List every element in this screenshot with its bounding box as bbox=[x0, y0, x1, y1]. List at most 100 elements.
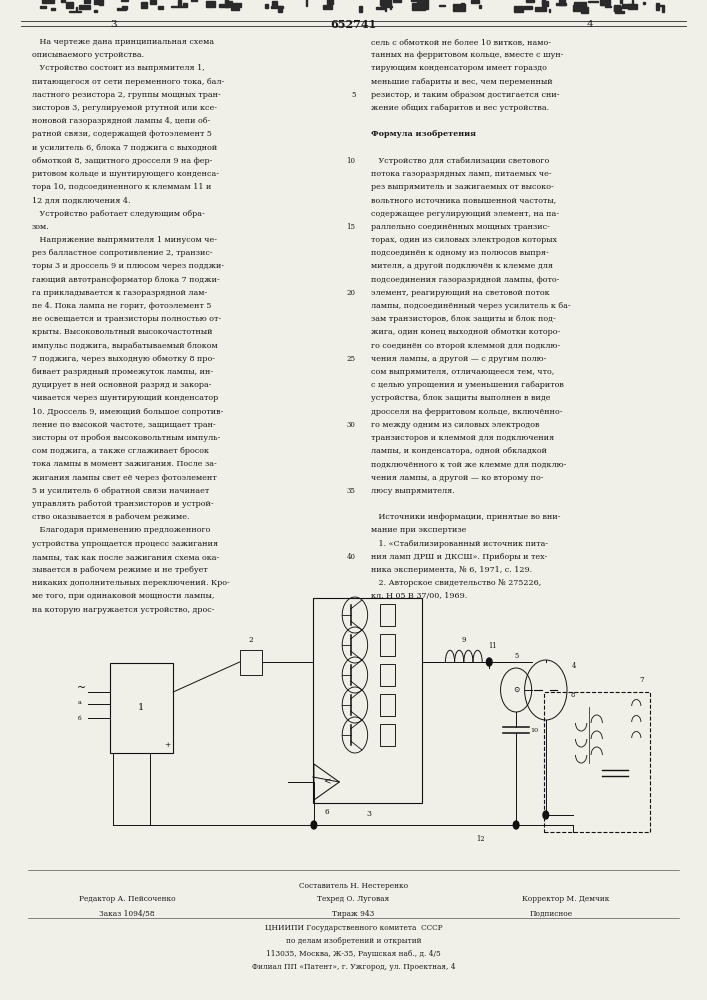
Bar bbox=[150, 0, 156, 4]
Text: никаких дополнительных переключений. Кро-: никаких дополнительных переключений. Кро… bbox=[32, 579, 230, 587]
Bar bbox=[272, 1, 277, 7]
Text: дуцирует в ней основной разряд и закора-: дуцирует в ней основной разряд и закора- bbox=[32, 381, 211, 389]
Text: 6: 6 bbox=[325, 808, 329, 816]
Text: 15: 15 bbox=[346, 223, 356, 231]
Bar bbox=[305, 0, 307, 6]
Text: гающий автотрансформатор блока 7 поджи-: гающий автотрансформатор блока 7 поджи- bbox=[32, 276, 220, 284]
Text: по делам изобретений и открытий: по делам изобретений и открытий bbox=[286, 937, 421, 945]
Bar bbox=[556, 3, 566, 5]
Bar bbox=[574, 2, 585, 8]
Bar bbox=[417, 0, 421, 1]
Bar bbox=[605, 6, 612, 7]
Bar bbox=[206, 1, 215, 7]
Bar bbox=[380, 664, 395, 686]
Text: 8: 8 bbox=[571, 691, 575, 699]
Text: 12 для подключения 4.: 12 для подключения 4. bbox=[32, 196, 130, 204]
Bar bbox=[324, 5, 332, 9]
Text: Устройство работает следующим обра-: Устройство работает следующим обра- bbox=[32, 210, 204, 218]
Text: не освещается и транзисторы полностью от-: не освещается и транзисторы полностью от… bbox=[32, 315, 221, 323]
Bar bbox=[231, 8, 239, 10]
Bar bbox=[411, 0, 423, 1]
Text: ме того, при одинаковой мощности лампы,: ме того, при одинаковой мощности лампы, bbox=[32, 592, 214, 600]
Text: ство оказывается в рабочем режиме.: ство оказывается в рабочем режиме. bbox=[32, 513, 189, 521]
Bar bbox=[575, 5, 586, 7]
Text: +: + bbox=[164, 741, 171, 749]
Bar bbox=[240, 650, 262, 674]
Text: устройства упрощается процесс зажигания: устройства упрощается процесс зажигания bbox=[32, 540, 218, 548]
Text: ~: ~ bbox=[76, 683, 86, 693]
Text: 4: 4 bbox=[572, 662, 576, 670]
Text: торы 3 и дроссель 9 и плюсом через подджи-: торы 3 и дроссель 9 и плюсом через поддж… bbox=[32, 262, 224, 270]
Bar bbox=[393, 0, 401, 2]
Text: 4: 4 bbox=[587, 20, 594, 29]
Text: импульс поджига, вырабатываемый блоком: импульс поджига, вырабатываемый блоком bbox=[32, 342, 218, 350]
Bar bbox=[514, 6, 523, 12]
Bar bbox=[158, 6, 163, 9]
Text: мителя, а другой подключён к клемме для: мителя, а другой подключён к клемме для bbox=[371, 262, 553, 270]
Text: 7: 7 bbox=[640, 676, 644, 684]
Text: 10: 10 bbox=[530, 728, 539, 732]
Bar bbox=[461, 3, 464, 7]
Text: Техред О. Луговая: Техред О. Луговая bbox=[317, 895, 390, 903]
Text: подключённого к той же клемме для подклю-: подключённого к той же клемме для подклю… bbox=[371, 460, 566, 468]
Text: ⊙: ⊙ bbox=[513, 686, 520, 694]
Text: зывается в рабочем режиме и не требует: зывается в рабочем режиме и не требует bbox=[32, 566, 208, 574]
Text: го между одним из силовых электродов: го между одним из силовых электродов bbox=[371, 421, 539, 429]
Text: 2: 2 bbox=[249, 636, 253, 644]
Text: люсу выпрямителя.: люсу выпрямителя. bbox=[371, 487, 455, 495]
Text: ния ламп ДРШ и ДКСШ». Приборы и тех-: ния ламп ДРШ и ДКСШ». Приборы и тех- bbox=[371, 553, 547, 561]
Bar bbox=[40, 6, 46, 8]
Text: кл. Н 05 В 37/00, 1969.: кл. Н 05 В 37/00, 1969. bbox=[371, 592, 467, 600]
Text: 5 и усилитель 6 обратной связи начинает: 5 и усилитель 6 обратной связи начинает bbox=[32, 487, 209, 495]
Text: 3: 3 bbox=[110, 20, 117, 29]
Circle shape bbox=[311, 821, 317, 829]
Text: на которую нагружается устройство, дрос-: на которую нагружается устройство, дрос- bbox=[32, 606, 214, 614]
Bar bbox=[122, 6, 127, 9]
Bar bbox=[439, 5, 445, 6]
Bar bbox=[559, 0, 565, 5]
Bar bbox=[98, 0, 103, 5]
Text: 11: 11 bbox=[489, 642, 497, 650]
Bar bbox=[614, 5, 620, 11]
Bar bbox=[380, 6, 392, 7]
Text: Устройство для стабилизации светового: Устройство для стабилизации светового bbox=[371, 157, 549, 165]
Bar bbox=[84, 0, 90, 3]
Text: жение общих габаритов и вес устройства.: жение общих габаритов и вес устройства. bbox=[371, 104, 549, 112]
Text: ника эксперимента, № 6, 1971, с. 129.: ника эксперимента, № 6, 1971, с. 129. bbox=[371, 566, 532, 574]
Text: ратной связи, содержащей фотоэлемент 5: ратной связи, содержащей фотоэлемент 5 bbox=[32, 130, 211, 138]
Text: 5: 5 bbox=[351, 91, 356, 99]
Text: 113035, Москва, Ж-35, Раушская наб., д. 4/5: 113035, Москва, Ж-35, Раушская наб., д. … bbox=[266, 950, 441, 958]
Bar bbox=[526, 0, 534, 2]
Bar bbox=[178, 0, 181, 6]
Bar bbox=[588, 1, 597, 2]
Bar bbox=[69, 11, 81, 12]
Bar bbox=[79, 5, 90, 9]
Text: жига, один конец выходной обмотки которо-: жига, один конец выходной обмотки которо… bbox=[371, 328, 561, 336]
Text: дросселя на ферритовом кольце, включённо-: дросселя на ферритовом кольце, включённо… bbox=[371, 408, 563, 416]
Text: 40: 40 bbox=[346, 553, 356, 561]
Text: Формула изобретения: Формула изобретения bbox=[371, 130, 477, 138]
Text: Редактор А. Пейсоченко: Редактор А. Пейсоченко bbox=[79, 895, 175, 903]
Bar bbox=[479, 5, 481, 8]
Bar bbox=[643, 2, 645, 4]
Bar bbox=[94, 0, 101, 4]
Text: 30: 30 bbox=[346, 421, 356, 429]
Text: содержащее регулирующий элемент, на па-: содержащее регулирующий элемент, на па- bbox=[371, 210, 559, 218]
Text: 25: 25 bbox=[346, 355, 356, 363]
Bar bbox=[601, 4, 606, 5]
Text: 35: 35 bbox=[346, 487, 356, 495]
Bar bbox=[525, 6, 532, 9]
Bar bbox=[359, 6, 362, 12]
Text: обмоткой 8, защитного дросселя 9 на фер-: обмоткой 8, защитного дросселя 9 на фер- bbox=[32, 157, 212, 165]
Bar bbox=[380, 634, 395, 656]
Text: элемент, реагирующий на световой поток: элемент, реагирующий на световой поток bbox=[371, 289, 550, 297]
Bar bbox=[620, 0, 622, 3]
Text: 10: 10 bbox=[346, 157, 356, 165]
Bar bbox=[278, 6, 282, 12]
Text: пе 4. Пока лампа не горит, фотоэлемент 5: пе 4. Пока лампа не горит, фотоэлемент 5 bbox=[32, 302, 211, 310]
Bar bbox=[614, 6, 621, 11]
Text: сель с обмоткой не более 10 витков, намо-: сель с обмоткой не более 10 витков, намо… bbox=[371, 38, 551, 46]
Bar bbox=[62, 0, 65, 2]
Text: ноновой газоразрядной лампы 4, цепи об-: ноновой газоразрядной лампы 4, цепи об- bbox=[32, 117, 210, 125]
Text: бивает разрядный промежуток лампы, ин-: бивает разрядный промежуток лампы, ин- bbox=[32, 368, 213, 376]
